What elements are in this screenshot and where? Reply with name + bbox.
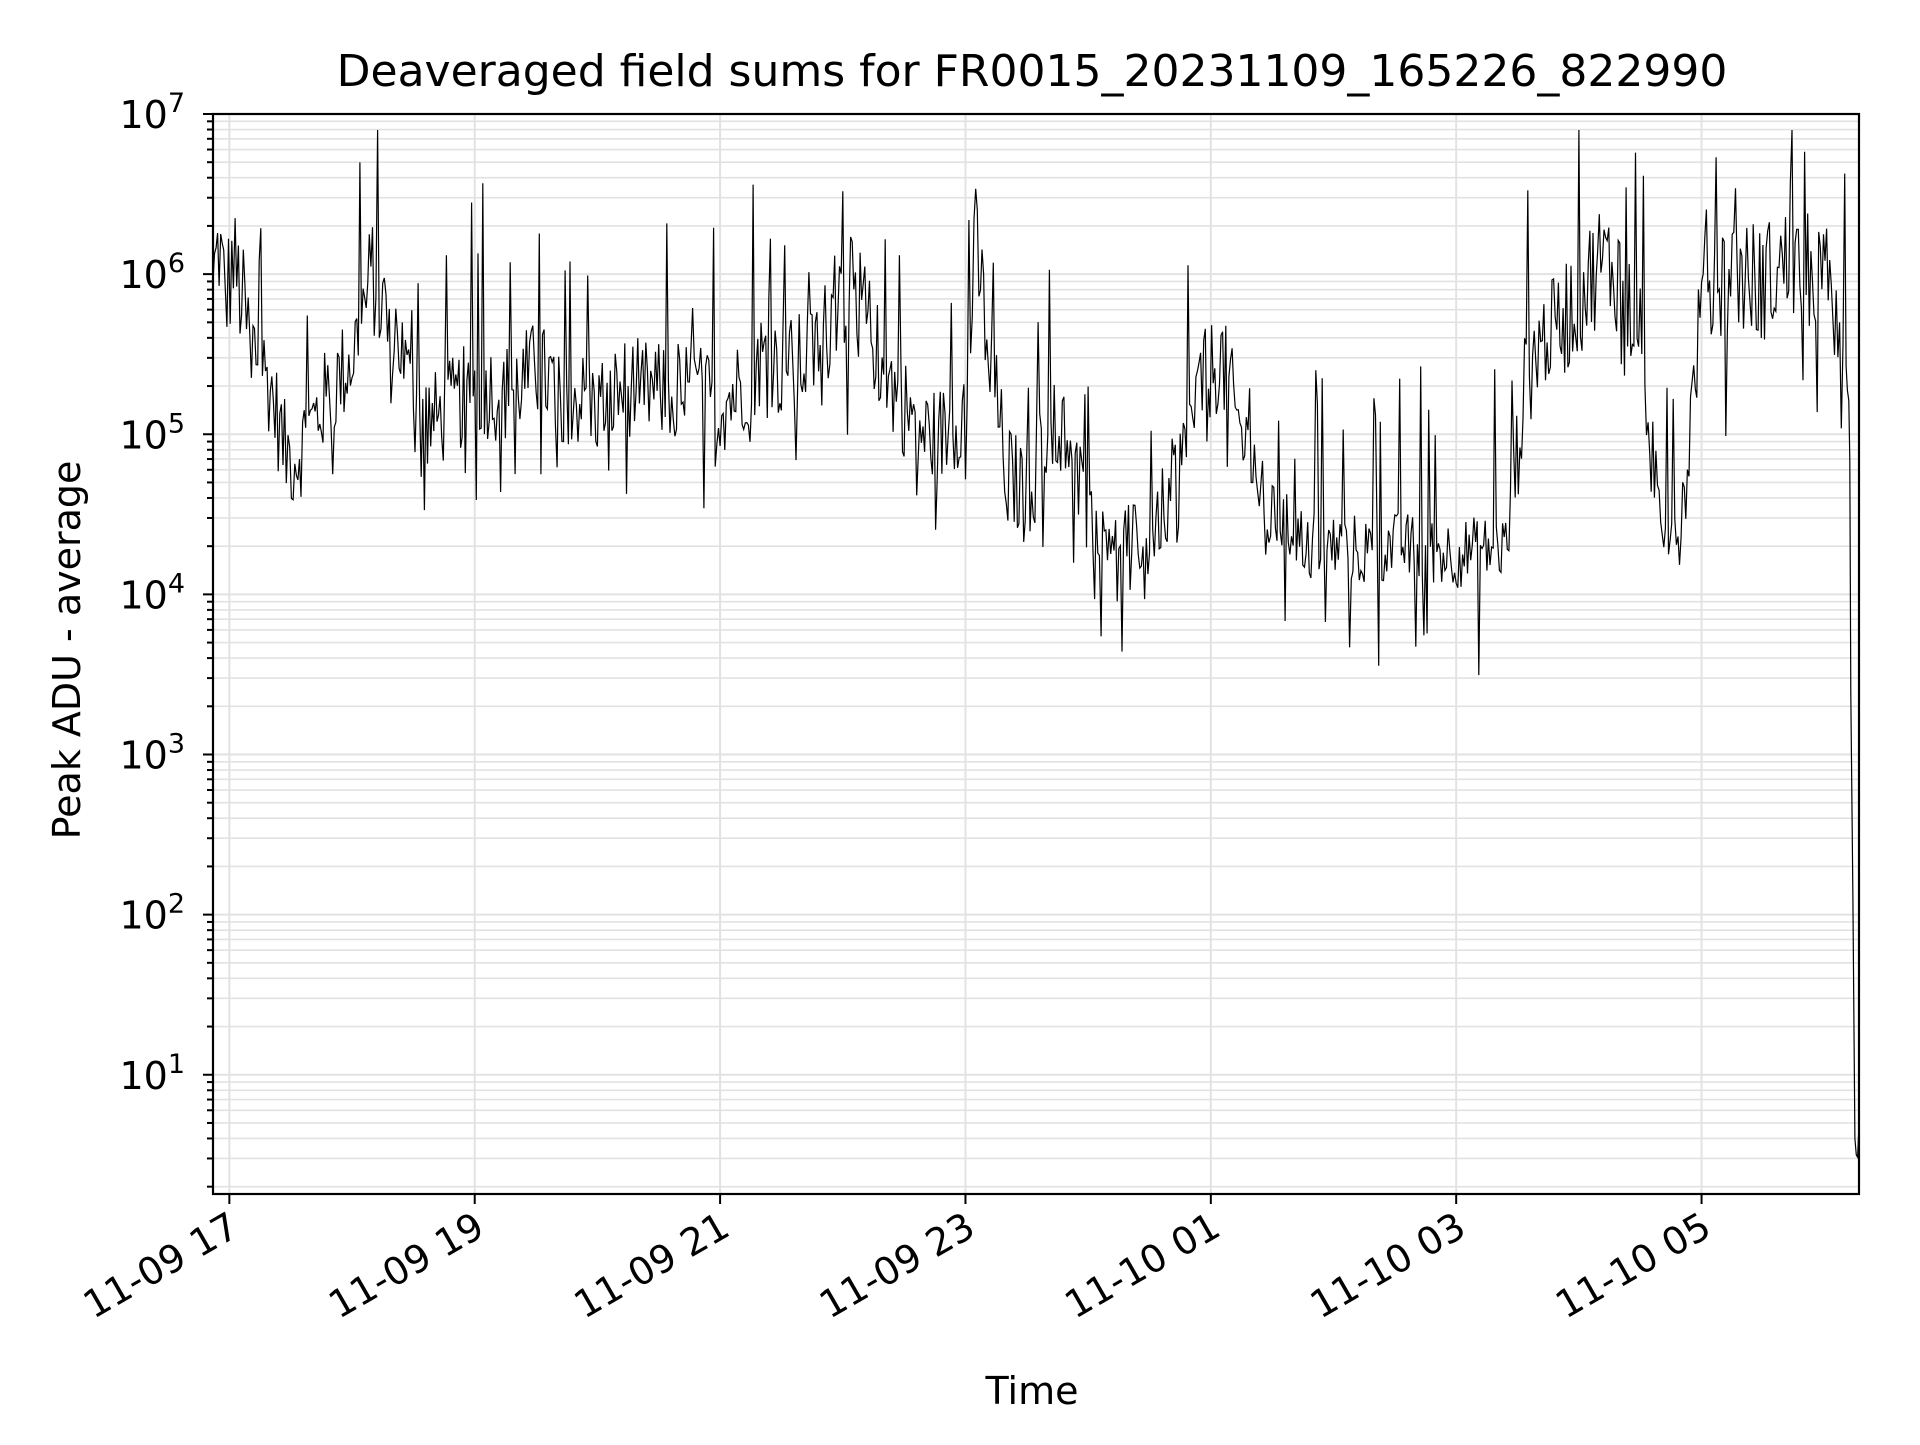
y-tick-label: 105 <box>119 408 185 457</box>
x-axis-label: Time <box>985 1369 1079 1413</box>
series-layer <box>212 129 1860 1160</box>
y-tick-label: 104 <box>119 568 185 617</box>
y-axis-label: Peak ADU - average <box>45 461 89 840</box>
axes-frame <box>211 112 1861 1196</box>
y-tick-label: 107 <box>119 88 185 137</box>
grid-layer <box>213 113 1859 1194</box>
y-tick-label: 102 <box>119 889 185 938</box>
y-tick-label: 101 <box>119 1049 185 1098</box>
chart-title: Deaveraged field sums for FR0015_2023110… <box>337 46 1728 97</box>
y-tick-label: 106 <box>119 248 185 297</box>
series-line-0 <box>212 129 1860 1160</box>
y-tick-label: 103 <box>119 729 185 778</box>
